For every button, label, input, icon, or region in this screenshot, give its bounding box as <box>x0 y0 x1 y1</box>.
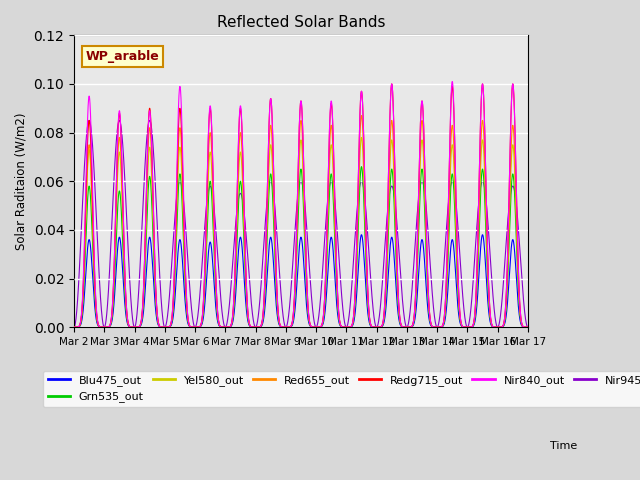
Legend: Blu475_out, Grn535_out, Yel580_out, Red655_out, Redg715_out, Nir840_out, Nir945_: Blu475_out, Grn535_out, Yel580_out, Red6… <box>44 371 640 407</box>
Title: Reflected Solar Bands: Reflected Solar Bands <box>217 15 385 30</box>
Y-axis label: Solar Raditaion (W/m2): Solar Raditaion (W/m2) <box>15 112 28 250</box>
Text: Time: Time <box>550 441 577 451</box>
Text: WP_arable: WP_arable <box>85 50 159 63</box>
